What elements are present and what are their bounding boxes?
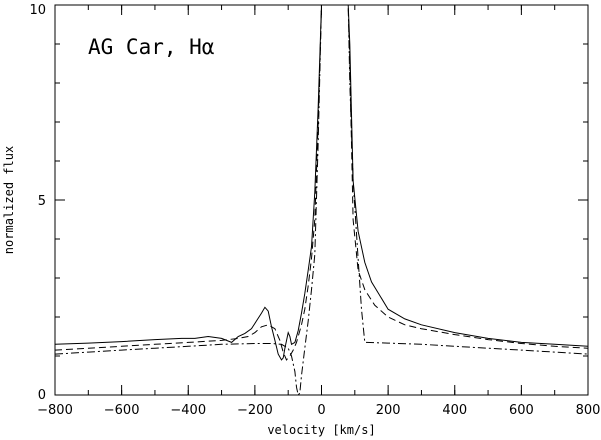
x-axis-label: velocity [km/s] [267,423,375,437]
ticks-layer: −800 −600 −400 −200 0 200 400 600 800 0 5 10 [29,3,600,418]
plot-frame [54,4,589,396]
y-axis-label: normalized flux [2,146,16,254]
x-tick-label: −400 [170,403,206,418]
x-tick-label: −200 [237,403,273,418]
chart-title: AG Car, Hα [88,35,215,59]
y-tick-label: 10 [29,3,46,18]
x-tick-label: 200 [376,403,401,418]
x-tick-label: −600 [104,403,140,418]
series-line-solid [55,5,588,361]
x-tick-label: 0 [317,403,325,418]
x-tick-label: −800 [37,403,73,418]
x-tick-label: 800 [576,403,601,418]
y-tick-label: 0 [38,388,46,403]
series-line-dashed [55,5,588,361]
y-tick-label: 5 [38,194,46,209]
x-tick-label: 600 [509,403,534,418]
series-line-dashdot [55,5,588,395]
x-tick-label: 400 [442,403,467,418]
series-layer [55,5,588,395]
